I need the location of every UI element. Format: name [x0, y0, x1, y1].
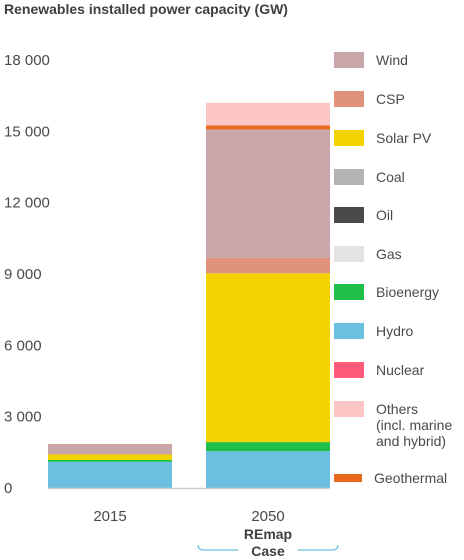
bar-segment-2015-bioenergy	[48, 459, 172, 462]
legend-swatch	[334, 52, 364, 68]
legend-item: Coal	[334, 169, 464, 187]
bracket-left	[197, 544, 238, 551]
legend-item: Solar PV	[334, 130, 464, 148]
y-tick-label: 0	[4, 480, 12, 497]
legend-label: Oil	[376, 207, 394, 223]
legend-item: Nuclear	[334, 362, 464, 380]
bar-segment-2015-wind	[48, 444, 172, 455]
bar-segment-2050-geothermal	[206, 125, 330, 130]
legend-swatch	[334, 474, 362, 482]
legend-item: Gas	[334, 246, 464, 264]
legend-label: Wind	[376, 52, 408, 68]
x-tick-label: 2015	[93, 508, 126, 525]
legend-item: Geothermal	[334, 470, 464, 488]
y-tick-label: 12 000	[4, 195, 50, 212]
legend-swatch	[334, 401, 364, 417]
bar-segment-2015-solar	[48, 454, 172, 460]
legend-label: Bioenergy	[376, 284, 440, 300]
bar-segment-2050-others	[206, 102, 330, 126]
legend-label: Nuclear	[376, 362, 425, 378]
legend-label: Geothermal	[374, 470, 448, 486]
legend-swatch	[334, 169, 364, 185]
x-tick-label: 2050	[251, 508, 284, 525]
legend-swatch	[334, 362, 364, 378]
y-tick-label: 18 000	[4, 52, 50, 69]
y-tick-label: 3 000	[4, 409, 42, 426]
bar-segment-2015-hydro	[48, 461, 172, 488]
bracket-right	[298, 544, 339, 551]
legend-item: Oil	[334, 207, 464, 225]
legend-swatch	[334, 323, 364, 339]
y-tick-label: 9 000	[4, 266, 42, 283]
chart-title: Renewables installed power capacity (GW)	[4, 1, 288, 17]
legend-item: Hydro	[334, 323, 464, 341]
legend-swatch	[334, 284, 364, 300]
legend-item: Bioenergy	[334, 284, 464, 302]
y-tick-label: 6 000	[4, 337, 42, 354]
bar-segment-2050-hydro	[206, 451, 330, 488]
bar-segment-2050-wind	[206, 129, 330, 258]
x-sublabel: REmap	[244, 526, 292, 542]
legend-swatch	[334, 91, 364, 107]
legend-item: Wind	[334, 52, 464, 70]
legend-swatch	[334, 207, 364, 223]
legend-label: Hydro	[376, 323, 414, 339]
legend-item: Others (incl. marine and hybrid)	[334, 401, 464, 449]
bar-segment-2050-solar	[206, 273, 330, 443]
legend-swatch	[334, 130, 364, 146]
legend-swatch	[334, 246, 364, 262]
y-tick-label: 15 000	[4, 123, 50, 140]
legend-label: CSP	[376, 91, 405, 107]
bar-segment-2050-bioenergy	[206, 442, 330, 452]
legend-label: Solar PV	[376, 130, 432, 146]
legend-label: Coal	[376, 169, 405, 185]
x-sublabel: Case	[251, 543, 285, 559]
legend-label: Others (incl. marine and hybrid)	[376, 401, 453, 449]
bar-segment-2050-csp	[206, 257, 330, 274]
legend-label: Gas	[376, 246, 402, 262]
legend-item: CSP	[334, 91, 464, 109]
